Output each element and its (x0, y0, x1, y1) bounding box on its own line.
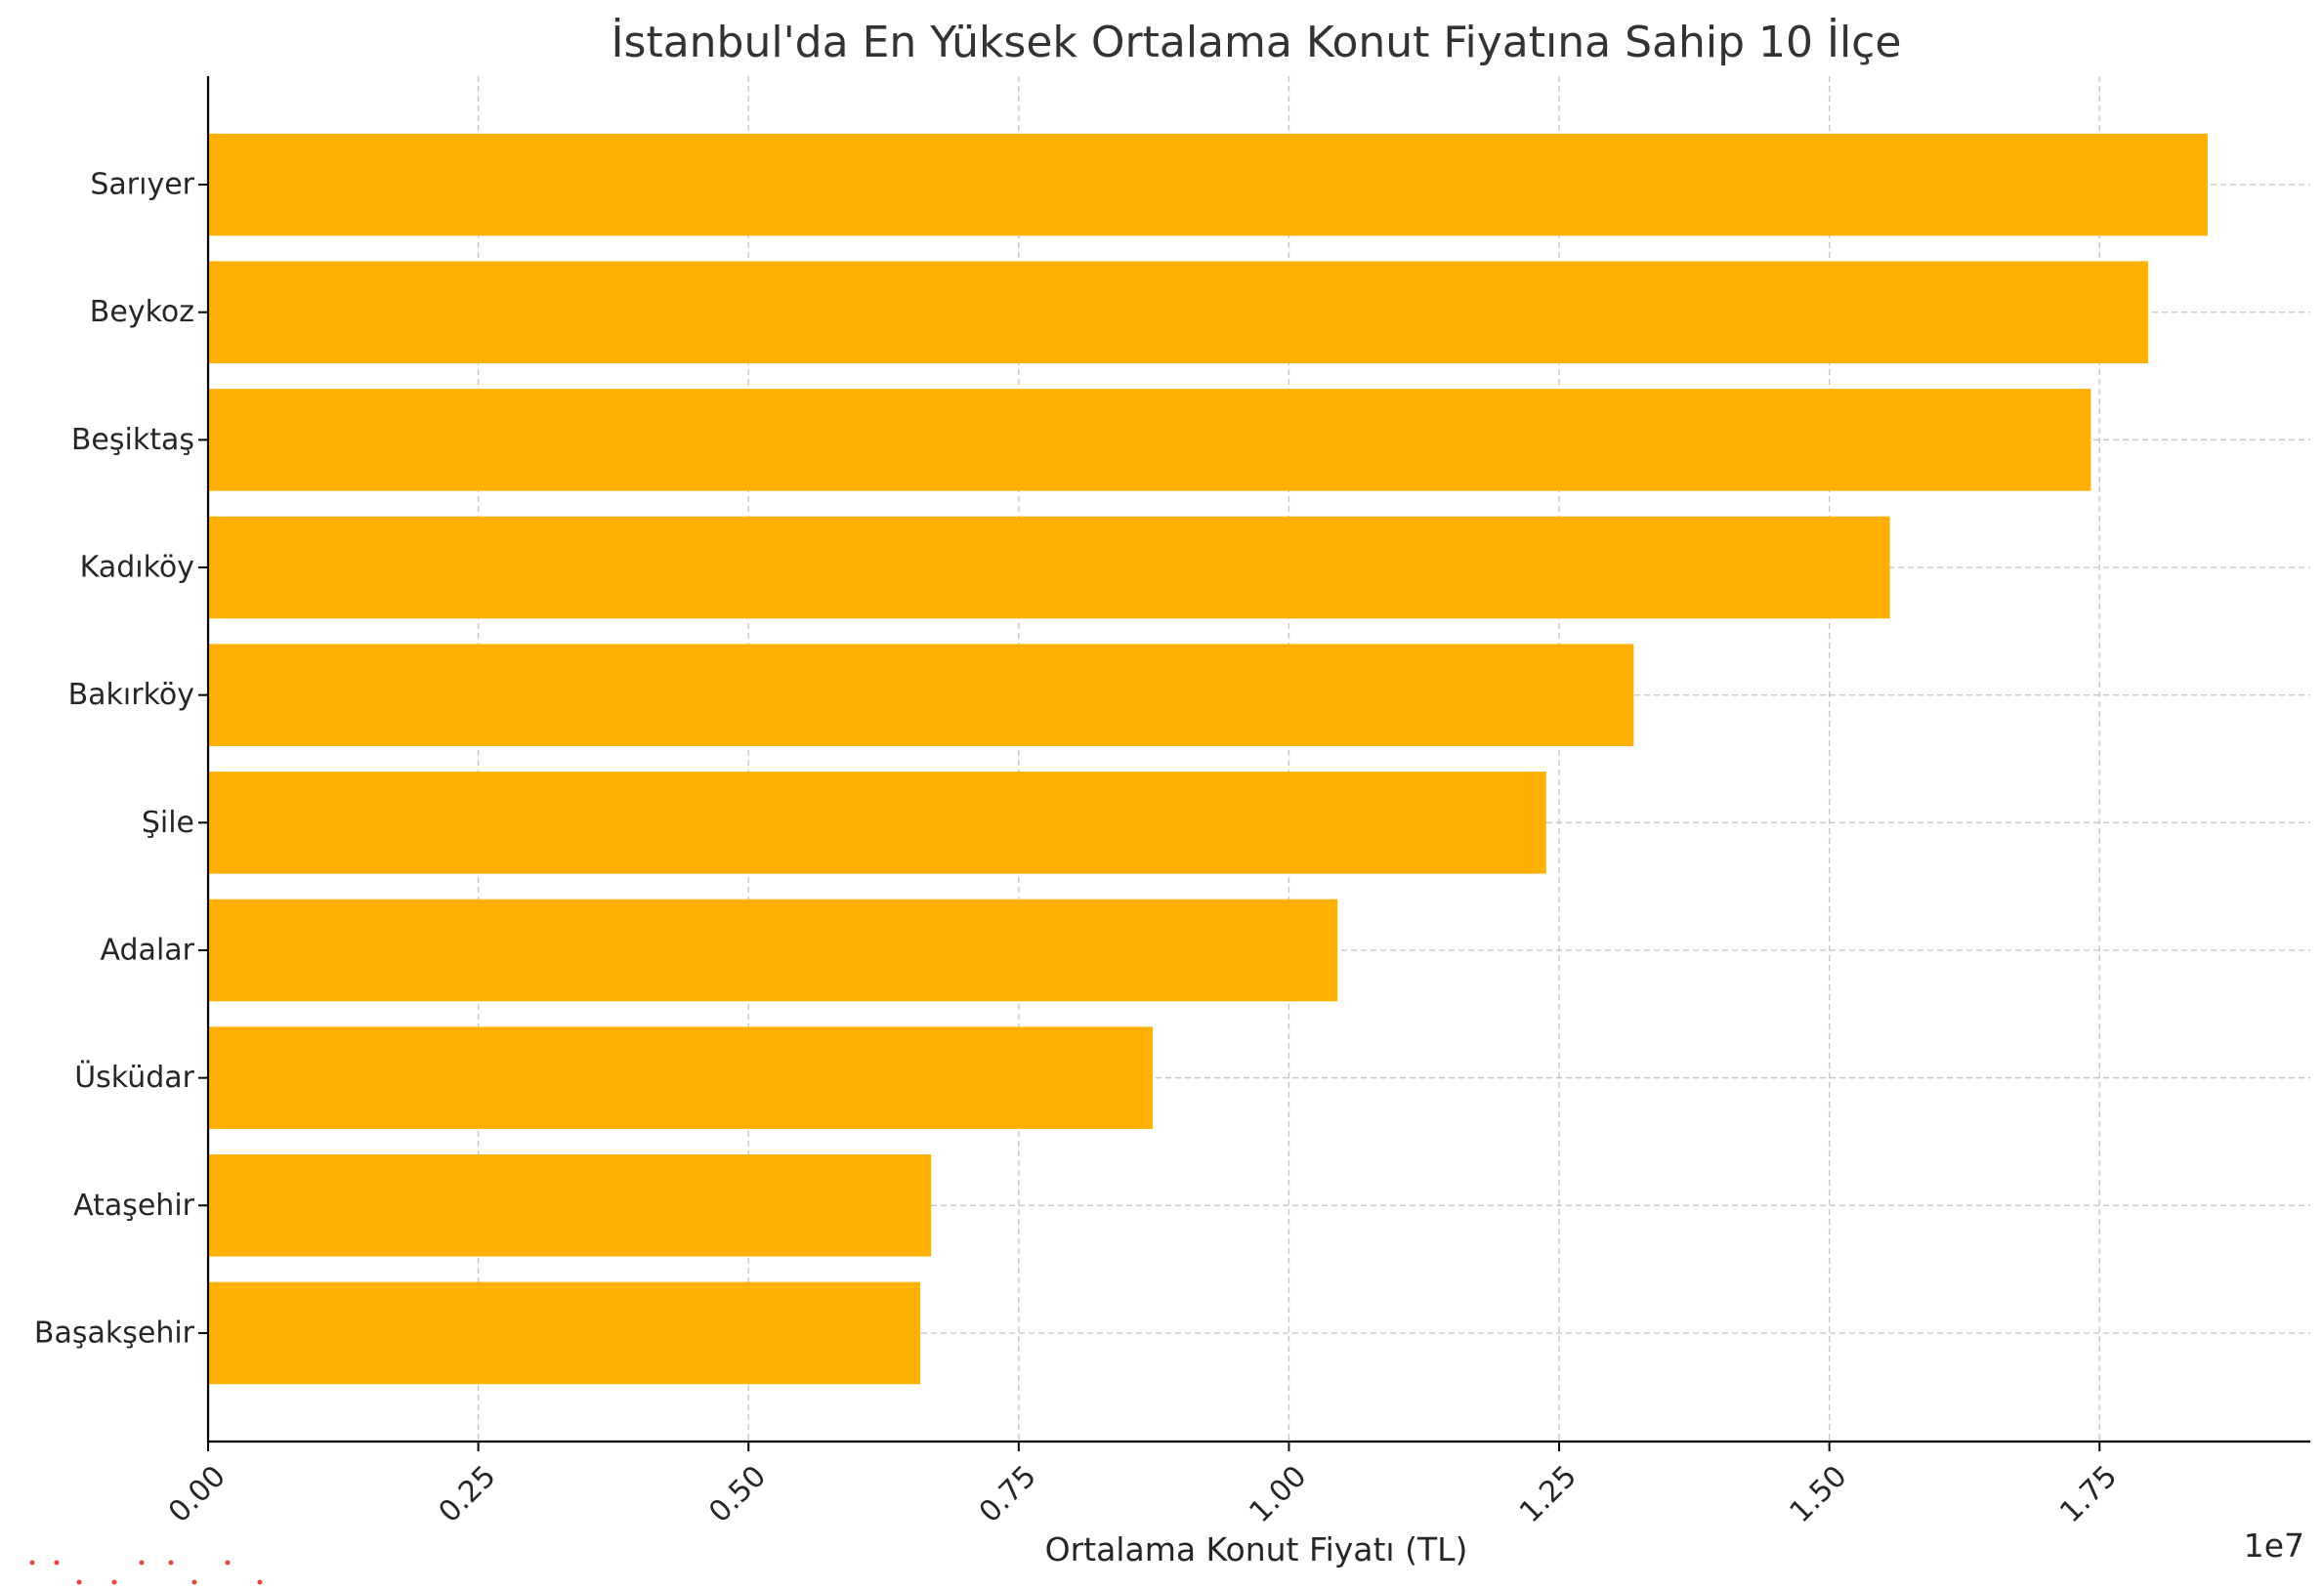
x-axis-title: Ortalama Konut Fiyatı (TL) (1045, 1530, 1468, 1568)
x-tick-label: 1.00 (1243, 1459, 1313, 1529)
y-tick-label: Beşiktaş (71, 423, 194, 457)
x-axis-offset-label: 1e7 (2244, 1526, 2304, 1565)
x-tick-label: 0.50 (702, 1459, 773, 1529)
x-tick-label: 1.75 (2053, 1459, 2124, 1529)
bar (208, 1281, 921, 1385)
y-tick-label: Şile (142, 806, 194, 840)
x-tick-label: 1.25 (1513, 1459, 1584, 1529)
bar (208, 516, 1890, 619)
bar (208, 644, 1634, 746)
y-tick-label: Üsküdar (74, 1060, 194, 1095)
y-tick-label: Ataşehir (73, 1189, 195, 1223)
bar (208, 899, 1338, 1002)
x-tick-label: 1.50 (1784, 1459, 1854, 1529)
y-tick-label: Bakırköy (68, 678, 194, 712)
x-tick-label: 0.25 (433, 1459, 503, 1529)
decorative-dots (29, 1560, 263, 1585)
y-tick-label: Başakşehir (34, 1316, 195, 1350)
x-tick-label: 0.75 (973, 1459, 1043, 1529)
chart-title: İstanbul'da En Yüksek Ortalama Konut Fiy… (612, 17, 1902, 67)
bar (208, 261, 2149, 363)
bar (208, 133, 2208, 236)
bar (208, 389, 2092, 491)
bar (208, 1026, 1154, 1129)
y-tick-label: Sarıyer (90, 168, 194, 202)
x-tick-label: 0.00 (162, 1459, 232, 1529)
axes (198, 76, 2310, 1451)
y-tick-label: Kadıköy (80, 551, 194, 585)
bar (208, 772, 1546, 874)
bars (208, 133, 2208, 1385)
bar (208, 1154, 932, 1257)
y-tick-label: Adalar (101, 933, 195, 967)
y-tick-label: Beykoz (90, 295, 194, 329)
